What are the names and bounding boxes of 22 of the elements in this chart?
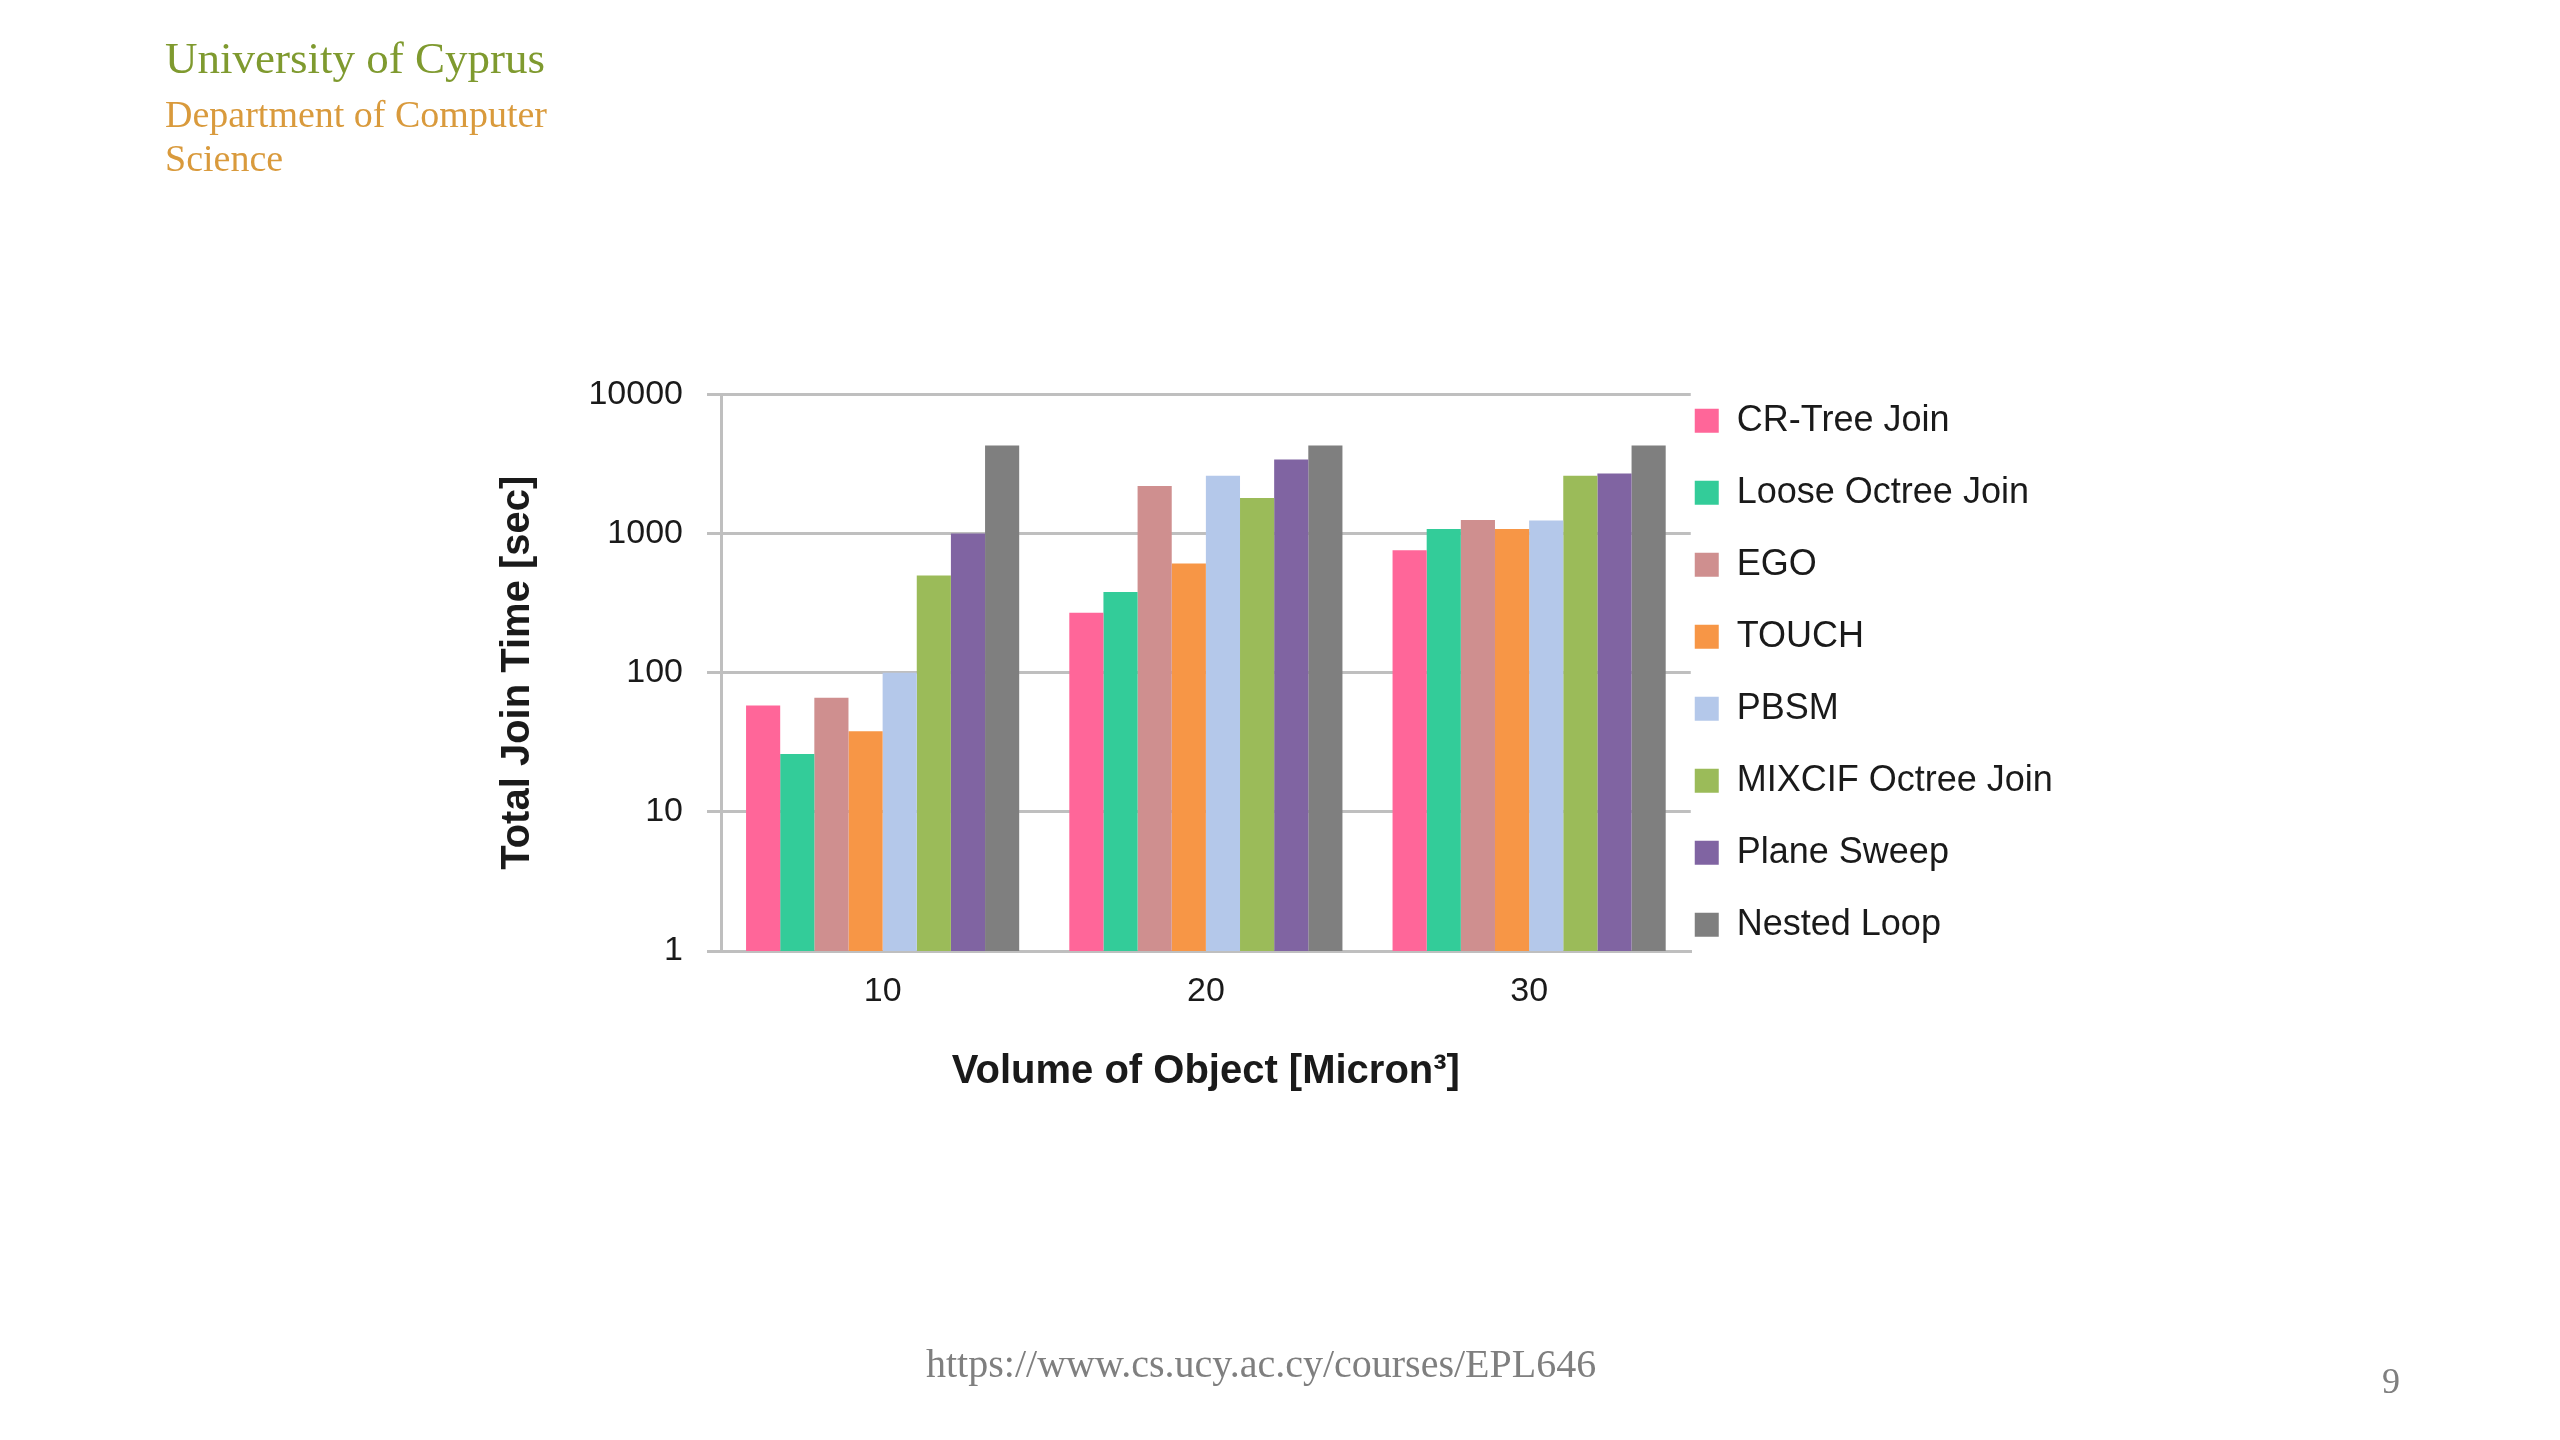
y-tick-label: 10: [645, 790, 683, 829]
legend-label: MIXCIF Octree Join: [1736, 757, 2053, 799]
legend-label: Plane Sweep: [1736, 829, 1949, 871]
legend-label: CR-Tree Join: [1736, 397, 1950, 439]
x-tick-label: 10: [863, 969, 902, 1008]
x-tick-label: 20: [1186, 969, 1225, 1008]
text: https://www.cs.ucy.ac.cy/courses/EPL646: [926, 1340, 1597, 1387]
x-axis-title: Volume of Object [Micron³]: [951, 1047, 1460, 1092]
y-tick-label: 1000: [607, 511, 683, 550]
legend-label: TOUCH: [1736, 613, 1865, 655]
legend-label: PBSM: [1736, 685, 1839, 727]
text: Department of Computer Science: [165, 92, 548, 180]
y-axis-title: Total Join Time [sec]: [493, 475, 538, 870]
y-tick-label: 100: [626, 651, 683, 690]
y-tick-label: 10000: [588, 372, 683, 411]
x-tick-label: 30: [1510, 969, 1549, 1008]
legend-label: Nested Loop: [1736, 901, 1941, 943]
y-tick-label: 1: [664, 929, 683, 968]
legend-label: Loose Octree Join: [1736, 469, 2029, 511]
legend-label: EGO: [1736, 541, 1817, 583]
text: 9: [2382, 1360, 2400, 1402]
text: University of Cyprus: [165, 32, 545, 84]
